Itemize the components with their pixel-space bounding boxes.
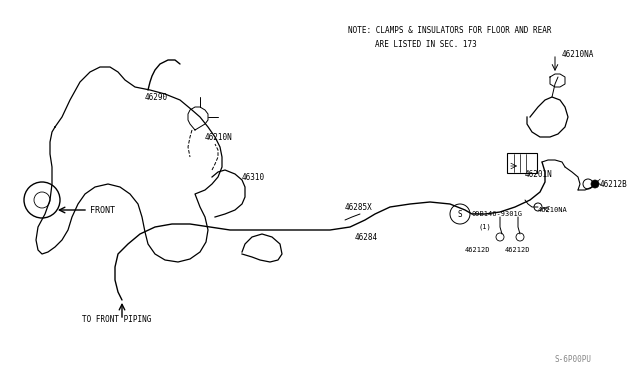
Text: 46210N: 46210N: [205, 132, 233, 141]
Text: TO FRONT PIPING: TO FRONT PIPING: [82, 315, 152, 324]
Text: NOTE: CLAMPS & INSULATORS FOR FLOOR AND REAR: NOTE: CLAMPS & INSULATORS FOR FLOOR AND …: [348, 26, 552, 35]
Text: (1): (1): [479, 224, 492, 230]
Text: 46212D: 46212D: [465, 247, 490, 253]
Text: 46285X: 46285X: [345, 202, 372, 212]
Text: 46212B: 46212B: [600, 180, 628, 189]
Text: FRONT: FRONT: [90, 205, 115, 215]
FancyBboxPatch shape: [507, 153, 537, 173]
Text: 46201N: 46201N: [525, 170, 553, 179]
Text: 46290: 46290: [145, 93, 168, 102]
Circle shape: [591, 180, 599, 188]
Text: S-6P00PU: S-6P00PU: [555, 356, 592, 365]
Text: S: S: [458, 209, 462, 218]
Text: 46210NA: 46210NA: [562, 49, 595, 58]
Text: 46210NA: 46210NA: [538, 207, 568, 213]
Text: ARE LISTED IN SEC. 173: ARE LISTED IN SEC. 173: [375, 39, 477, 48]
Text: 46212D: 46212D: [505, 247, 531, 253]
Text: 46284: 46284: [355, 232, 378, 241]
Text: 09B146-9301G: 09B146-9301G: [472, 211, 523, 217]
Text: 46310: 46310: [242, 173, 265, 182]
